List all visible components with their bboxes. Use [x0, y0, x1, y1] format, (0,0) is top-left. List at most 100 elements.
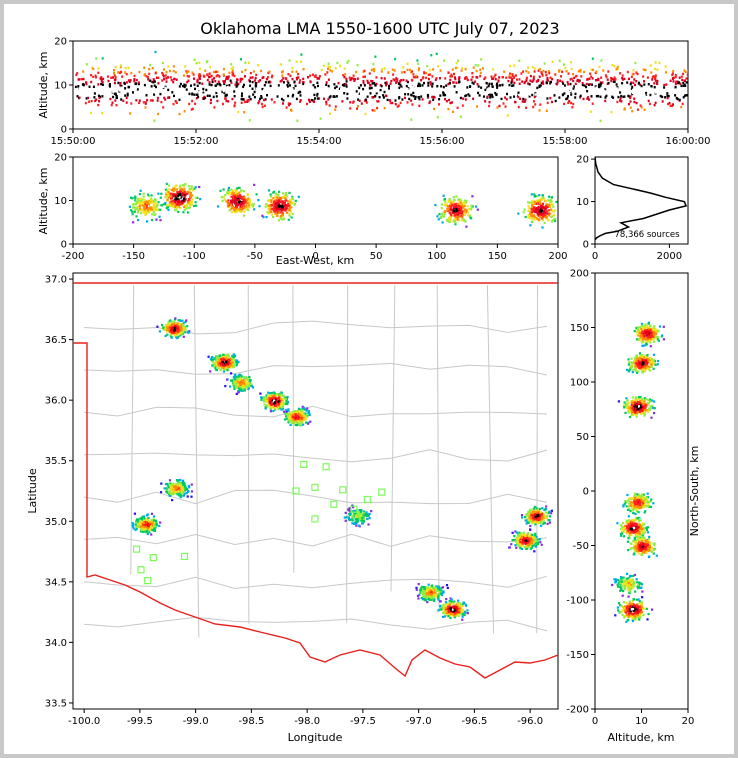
time-altitude-point — [598, 83, 600, 86]
time-altitude-point — [282, 102, 284, 105]
time-altitude-point — [484, 88, 487, 92]
east-west-point — [459, 201, 462, 204]
time-altitude-point — [350, 77, 353, 80]
time-altitude-point — [590, 95, 593, 98]
time-altitude-point — [385, 82, 388, 85]
time-altitude-point — [572, 89, 574, 92]
plan-view-point — [180, 331, 183, 334]
east-west-point — [246, 194, 249, 197]
time-altitude-point — [343, 75, 346, 79]
east-west-point — [234, 206, 237, 209]
time-altitude-point — [511, 84, 514, 87]
plan-view-point — [176, 329, 179, 332]
plan-view-point — [461, 603, 464, 606]
east-west-point — [243, 198, 246, 201]
east-west-point — [236, 195, 239, 198]
plan-view-point — [152, 518, 155, 521]
time-altitude-point — [479, 91, 482, 94]
time-altitude-point — [621, 78, 624, 81]
time-altitude-point — [685, 77, 688, 80]
east-west-point — [523, 208, 526, 211]
plan-view-point — [190, 483, 193, 486]
time-altitude-point — [630, 81, 633, 84]
time-altitude-point — [583, 84, 586, 87]
time-altitude-point — [258, 100, 261, 103]
time-altitude-point — [172, 102, 175, 106]
time-altitude-point — [173, 94, 175, 98]
time-altitude-point — [208, 83, 211, 86]
time-altitude-point — [329, 95, 332, 98]
time-altitude-point — [569, 78, 572, 81]
east-west-point — [184, 194, 187, 197]
time-altitude-point — [433, 107, 435, 111]
county-line — [390, 285, 396, 592]
east-west-point — [281, 196, 284, 199]
time-altitude-point — [553, 87, 555, 90]
plan-view-point — [273, 394, 276, 397]
time-altitude-point — [156, 96, 159, 100]
time-altitude-point — [619, 72, 622, 75]
time-altitude-point — [288, 59, 291, 62]
east-west-point — [143, 202, 146, 205]
time-altitude-point — [654, 91, 657, 94]
plan-view-point — [461, 612, 465, 615]
plan-view-point — [279, 393, 282, 396]
time-altitude-point — [590, 68, 593, 71]
time-altitude-point — [97, 83, 100, 86]
time-altitude-point — [155, 76, 158, 79]
plan-view-point — [461, 605, 464, 608]
east-west-point — [241, 197, 244, 201]
east-west-point — [540, 209, 544, 212]
time-altitude-point — [434, 78, 437, 81]
time-altitude-point — [636, 108, 639, 111]
east-west-point — [545, 199, 548, 202]
east-west-point — [183, 188, 186, 191]
time-altitude-point — [225, 93, 228, 97]
time-altitude-point — [302, 68, 305, 71]
plan-view-point — [434, 591, 437, 594]
time-altitude-point — [539, 84, 542, 87]
plan-view-point — [271, 397, 274, 400]
east-west-point — [179, 193, 182, 196]
time-altitude-point — [316, 77, 319, 80]
time-altitude-point — [419, 91, 422, 94]
east-west-point — [188, 185, 191, 188]
plan-view-point — [136, 525, 139, 528]
time-altitude-point — [119, 84, 122, 87]
east-west-point — [284, 206, 287, 209]
time-altitude-point — [234, 83, 237, 86]
east-west-point — [471, 205, 474, 208]
time-altitude-point — [360, 102, 363, 105]
time-altitude-point — [412, 76, 415, 79]
time-altitude-point — [396, 105, 399, 108]
east-west-point — [462, 209, 465, 212]
time-altitude-point — [646, 88, 649, 91]
time-altitude-ticks: 15:50:00 15:52:00 15:54:00 15:56:00 15:58:00… — [51, 37, 711, 148]
time-altitude-point — [138, 82, 140, 86]
time-altitude-point — [157, 112, 160, 116]
time-altitude-point — [363, 88, 366, 92]
plan-view-point — [227, 359, 230, 362]
east-west-point — [547, 203, 551, 206]
plan-view-point — [170, 320, 174, 323]
time-altitude-point — [488, 104, 491, 108]
east-west-point — [451, 203, 454, 206]
east-west-point — [294, 199, 297, 202]
time-altitude-point — [337, 89, 340, 93]
time-altitude-point — [400, 87, 403, 90]
time-altitude-point — [620, 94, 623, 98]
plan-view-point — [215, 362, 218, 365]
plan-view-point — [168, 325, 171, 328]
plan-view-point — [226, 363, 229, 366]
plan-view-point — [214, 358, 217, 361]
time-altitude-point — [168, 86, 171, 89]
time-altitude-point — [455, 81, 458, 84]
time-altitude-point — [260, 69, 262, 73]
time-altitude-point — [368, 87, 371, 90]
plan-view-point — [296, 423, 299, 426]
east-west-point — [131, 203, 135, 206]
plan-view-point — [231, 380, 234, 384]
plan-view-point — [291, 411, 295, 414]
plan-view-point — [417, 597, 420, 600]
time-altitude-point — [675, 97, 678, 100]
